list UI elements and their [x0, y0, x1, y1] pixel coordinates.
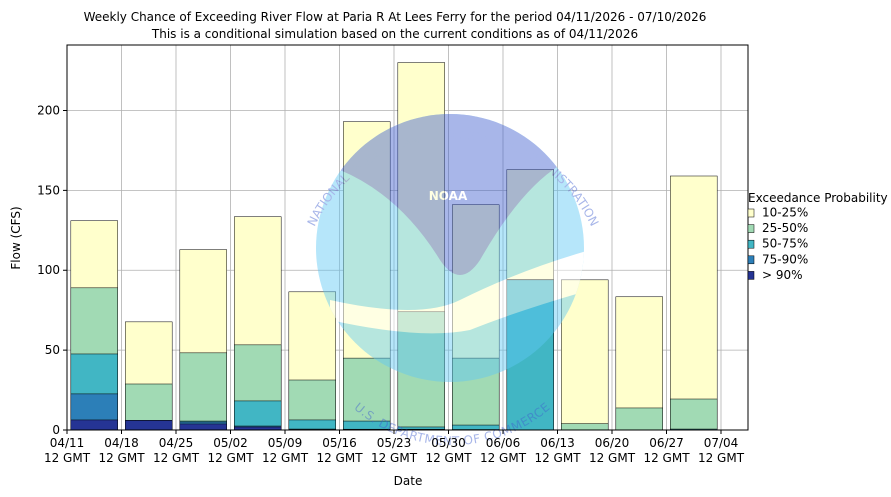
x-tick-sublabel: 12 GMT	[425, 451, 472, 465]
x-tick-sublabel: 12 GMT	[480, 451, 527, 465]
x-tick-sublabel: 12 GMT	[643, 451, 690, 465]
x-tick-label: 04/18	[104, 436, 139, 450]
legend-swatch	[747, 224, 755, 233]
y-axis-label: Flow (CFS)	[9, 206, 23, 269]
x-tick-label: 06/13	[540, 436, 575, 450]
x-tick-label: 05/16	[322, 436, 357, 450]
x-tick-sublabel: 12 GMT	[371, 451, 418, 465]
x-tick-label: 05/23	[377, 436, 412, 450]
bar	[288, 419, 336, 431]
x-tick-label: 06/06	[486, 436, 521, 450]
x-tick-sublabel: 12 GMT	[207, 451, 254, 465]
bar	[70, 419, 118, 431]
legend-swatch	[747, 255, 755, 265]
legend-label: 10-25%	[762, 206, 808, 220]
x-tick-sublabel: 12 GMT	[153, 451, 200, 465]
x-tick-sublabel: 12 GMT	[589, 451, 636, 465]
legend-label: 50-75%	[762, 237, 808, 251]
legend-swatch	[747, 239, 755, 249]
bar	[125, 420, 173, 431]
y-tick-label: 0	[52, 423, 60, 437]
chart-title: Weekly Chance of Exceeding River Flow at…	[84, 10, 707, 24]
bars	[70, 62, 718, 431]
x-tick-sublabel: 12 GMT	[44, 451, 91, 465]
x-tick-sublabel: 12 GMT	[698, 451, 745, 465]
bar	[670, 175, 718, 431]
bar	[343, 357, 391, 431]
x-tick-sublabel: 12 GMT	[534, 451, 581, 465]
chart-subtitle: This is a conditional simulation based o…	[151, 27, 638, 41]
legend-title: Exceedance Probability	[748, 191, 888, 205]
bar	[615, 407, 663, 431]
y-tick-label: 200	[37, 103, 60, 117]
bar	[452, 357, 500, 431]
legend-label: 75-90%	[762, 252, 808, 266]
x-tick-label: 05/02	[213, 436, 248, 450]
watermark: NOAA NATIONAL OCEANIC AND ATMOSPHERIC AD…	[305, 114, 601, 448]
legend-swatch	[747, 208, 755, 218]
bar	[234, 400, 282, 431]
logo-wave	[330, 250, 584, 334]
y-tick-label: 100	[37, 263, 60, 277]
x-tick-label: 04/11	[50, 436, 85, 450]
bar	[179, 423, 227, 431]
x-tick-label: 06/20	[595, 436, 630, 450]
bar	[561, 423, 609, 431]
bar	[561, 279, 609, 431]
bar	[397, 311, 445, 431]
logo-circle	[316, 114, 584, 382]
logo-top	[316, 114, 584, 275]
plot-frame	[66, 44, 749, 431]
legend-label: > 90%	[762, 268, 803, 282]
x-axis-label: Date	[394, 474, 423, 488]
x-tick-sublabel: 12 GMT	[262, 451, 309, 465]
legend-swatch	[747, 271, 755, 280]
bar	[179, 352, 227, 431]
x-tick-sublabel: 12 GMT	[98, 451, 145, 465]
x-tick-label: 06/27	[649, 436, 684, 450]
x-tick-label: 05/30	[431, 436, 466, 450]
x-tick-sublabel: 12 GMT	[316, 451, 363, 465]
logo-text: NOAA	[429, 189, 468, 203]
x-tick-label: 05/09	[268, 436, 303, 450]
y-tick-label: 150	[37, 183, 60, 197]
legend-label: 25-50%	[762, 221, 808, 235]
x-tick-label: 04/25	[159, 436, 194, 450]
bar	[670, 398, 718, 431]
x-tick-label: 07/04	[704, 436, 739, 450]
y-tick-label: 50	[45, 343, 60, 357]
